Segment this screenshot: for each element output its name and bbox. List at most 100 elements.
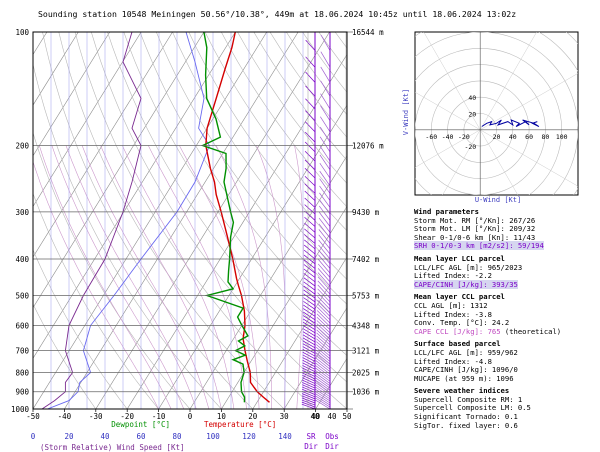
wind-barb [305,56,316,68]
obs-wind-barb [316,306,331,321]
wind-barb [302,354,316,362]
dry-adiabat [33,131,191,409]
chart-title: Sounding station 10548 Meiningen 50.56°/… [38,9,517,19]
isotherm-line [33,32,110,157]
wind-barb [305,85,316,97]
obs-wind-barb [316,316,331,330]
obs-wind-barb [318,239,331,255]
dewpoint-line [200,32,249,403]
height-label: 5753 m [352,292,380,301]
wind-barb [302,343,316,351]
dewpoint-axis-label: Dewpoint [°C] [111,420,170,429]
pressure-tick-label: 700 [15,347,29,356]
surface-cape-cinh: CAPE/CINH [J/kg]: 1096/0 [414,365,518,375]
hodo-spoke [479,129,519,195]
isotherm-line [64,32,299,409]
wind-tick-label: 100 [206,432,220,441]
dry-adiabat [188,32,347,256]
obs-wind-barb [317,276,331,291]
obs-wind-barb [320,116,331,133]
obs-wind-barb [315,365,331,377]
height-label: 12076 m [352,141,384,150]
dry-adiabat [204,32,347,232]
hodo-spoke [415,129,481,168]
ccl-parcel-section: Mean layer CCL parcel CCL AGL [m]: 1312 … [414,293,600,336]
hodo-spoke [480,73,578,131]
obs-wind-barb [316,341,331,354]
pressure-tick-label: 100 [15,28,29,37]
temperature-tick-label: -40 [58,412,72,421]
obs-wind-barb [315,355,331,367]
hodo-spoke [479,32,537,130]
wind-barb [303,311,316,321]
wind-barb [302,377,316,384]
isotherm-line [126,53,347,409]
obs-wind-barb [315,367,331,380]
isotherm-line [33,32,142,207]
significant-tornado: Significant Tornado: 0.1 [414,412,518,422]
obs-wind-barb [319,170,331,187]
wind-barb [304,175,316,187]
wind-tick-label: 60 [136,432,146,441]
dir-tick-label: 40 [310,412,320,421]
temperature-tick-label: -30 [89,412,103,421]
wind-barb [301,399,316,406]
pressure-tick-label: 500 [15,292,29,301]
wind-barb [304,183,316,194]
wind-barb [302,384,316,391]
temperature-tick-label: 40 [311,412,321,421]
wind-barb [304,150,316,162]
wind-barb [304,190,316,201]
wind-barb [304,168,316,179]
wind-barb [304,234,316,244]
obs-wind-barb [316,326,331,340]
height-label: 4348 m [352,321,380,330]
wind-barb [302,328,316,337]
wind-barb [302,325,316,334]
wind-parameters-heading: Wind parameters [414,207,479,216]
ccl-conv-temp: Conv. Temp. [°C]: 24.2 [414,318,510,328]
obs-wind-barb [316,338,331,351]
wind-barb [302,346,316,354]
wind-barb [303,304,316,314]
storm-motion-lm: Storm Mot. LM [°/Kn]: 209/32 [414,224,536,234]
wind-barb [301,393,316,400]
lcl-lifted-index: Lifted Index: -2.2 [414,271,492,281]
temperature-tick-label: 30 [280,412,290,421]
dry-adiabat [33,192,159,409]
hodo-spoke [442,129,481,195]
obs-wind-barb [314,390,331,402]
obs-wind-barb [320,105,331,121]
obs-wind-barb [320,66,331,83]
severe-heading: Severe weather indices [414,386,510,396]
wind-barb [303,249,316,260]
obs-wind-barb [315,357,331,370]
obs-wind-barb [316,332,331,346]
dry-adiabat [42,32,254,409]
dry-adiabat [33,249,128,409]
wind-barb [304,222,316,233]
obs-wind-barb [319,192,331,208]
wind-barb [305,121,316,133]
wind-barb [304,141,316,153]
wind-barb [304,210,316,221]
ccl-cape-note: (theoretical) [500,326,562,336]
obs-wind-barb [316,320,331,334]
hodograph-plot: -60 -40 -20 20 40 60 80 100 40 20 -20 U-Wind [Kt] V-… [402,31,579,204]
wind-barb [302,337,316,346]
obs-wind-barb [317,272,331,287]
dir-axis-label-top: Obs [325,432,339,441]
shear: Shear 0-1/0-6 km [Kn]: 11/43 [414,232,536,242]
hodo-spoke [415,91,481,131]
wind-barb [305,98,316,110]
obs-wind-barb [318,244,331,260]
wind-barb [304,197,316,208]
wind-barb [302,362,316,370]
obs-wind-barb [319,163,331,179]
wind-barb [304,216,316,227]
isotherm-line [221,205,347,409]
obs-wind-barb [318,234,331,250]
height-label: 9430 m [352,208,380,217]
obs-wind-barb [314,395,331,406]
wind-barb [303,244,316,255]
